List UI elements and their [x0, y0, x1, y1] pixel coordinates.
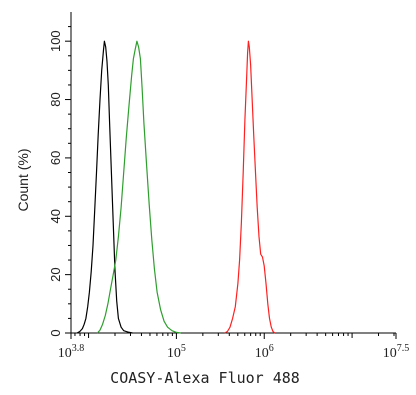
y-tick-label: 80: [48, 92, 63, 106]
x-tick-label: 106: [255, 343, 274, 361]
y-tick-label: 60: [48, 151, 63, 165]
x-axis-title: COASY-Alexa Fluor 488: [110, 369, 300, 387]
x-tick-label: 107.5: [383, 343, 410, 361]
y-tick-label: 0: [48, 329, 63, 336]
series-line-3: [224, 40, 276, 334]
series-line-2: [96, 40, 181, 334]
x-ticks: 103.8 105 106 107.5: [58, 333, 410, 361]
y-tick-label: 20: [48, 267, 63, 281]
y-axis-title: Count (%): [15, 148, 31, 211]
series-line-1: [76, 40, 133, 334]
x-tick-label: 105: [167, 343, 186, 361]
y-ticks: 0 20 40 60 80 100: [48, 26, 71, 337]
y-tick-label: 40: [48, 209, 63, 223]
series-layer: [76, 40, 276, 334]
x-tick-label: 103.8: [58, 343, 85, 361]
axes: [70, 12, 396, 334]
y-tick-label: 100: [48, 30, 63, 52]
